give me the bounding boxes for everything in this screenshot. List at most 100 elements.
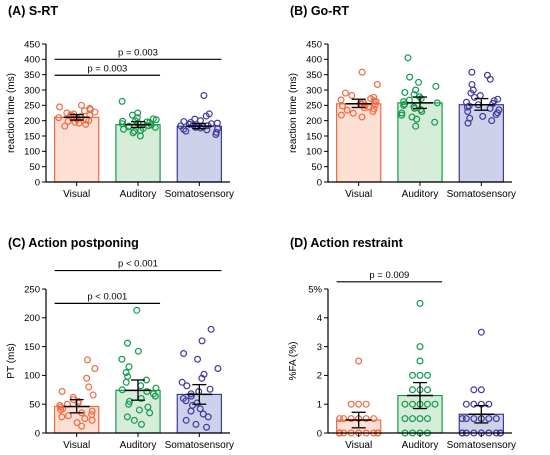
data-point-somatosensory xyxy=(494,95,502,103)
data-point-somatosensory xyxy=(462,400,470,408)
data-point-visual xyxy=(63,109,71,117)
y-tick-label: 100 xyxy=(306,147,322,158)
data-point-auditory xyxy=(424,371,432,379)
y-tick-label: 100 xyxy=(24,147,40,158)
x-tick-label-visual: Visual xyxy=(345,440,372,451)
y-tick-label: 150 xyxy=(24,342,40,353)
data-point-somatosensory xyxy=(198,337,206,345)
data-point-visual xyxy=(343,106,351,114)
data-point-auditory xyxy=(401,415,409,423)
significance-label: p < 0.001 xyxy=(87,291,127,302)
data-point-visual xyxy=(337,96,345,104)
data-point-auditory xyxy=(424,386,432,394)
data-point-somatosensory xyxy=(468,68,476,76)
data-point-auditory xyxy=(417,95,425,103)
data-point-auditory xyxy=(122,378,130,386)
data-point-auditory xyxy=(406,73,414,81)
data-point-auditory xyxy=(409,415,417,423)
data-point-auditory xyxy=(409,386,417,394)
data-point-auditory xyxy=(125,363,133,371)
data-point-auditory xyxy=(123,413,131,421)
data-point-somatosensory xyxy=(470,415,478,423)
data-point-somatosensory xyxy=(468,80,476,88)
data-point-somatosensory xyxy=(479,112,487,120)
data-point-visual xyxy=(61,122,69,130)
y-tick-label: 350 xyxy=(24,70,40,81)
data-point-somatosensory xyxy=(466,114,474,122)
y-axis-label: reaction time (ms) xyxy=(6,73,17,153)
bar-somatosensory xyxy=(458,104,505,183)
y-axis-label: PT (ms) xyxy=(6,343,17,378)
data-point-auditory xyxy=(404,54,412,62)
panel-title: (B) Go-RT xyxy=(290,4,349,18)
data-point-visual xyxy=(355,357,363,365)
y-axis-label: %FA (%) xyxy=(288,342,299,381)
data-point-visual xyxy=(58,388,66,396)
y-tick-label: 50 xyxy=(29,162,40,173)
panel-title: (C) Action postponing xyxy=(8,236,139,250)
data-point-visual xyxy=(371,101,379,109)
data-point-visual xyxy=(56,401,64,409)
data-point-auditory xyxy=(137,420,145,428)
panel-title: (A) S-RT xyxy=(8,4,58,18)
data-point-auditory xyxy=(134,347,142,355)
data-point-somatosensory xyxy=(204,413,212,421)
data-point-somatosensory xyxy=(485,400,493,408)
data-point-auditory xyxy=(129,129,137,137)
data-point-visual xyxy=(85,383,93,391)
data-point-somatosensory xyxy=(205,110,213,118)
data-point-visual xyxy=(355,400,363,408)
data-point-somatosensory xyxy=(196,117,204,125)
data-point-auditory xyxy=(118,120,126,128)
x-tick-label-visual: Visual xyxy=(345,189,372,200)
y-tick-label: 4 xyxy=(317,313,322,324)
data-point-auditory xyxy=(149,115,157,123)
data-point-somatosensory xyxy=(183,382,191,390)
data-point-auditory xyxy=(149,390,157,398)
data-point-somatosensory xyxy=(196,405,204,413)
data-point-auditory xyxy=(432,82,440,90)
significance-label: p < 0.001 xyxy=(118,259,158,270)
data-point-visual xyxy=(340,415,348,423)
data-point-visual xyxy=(370,415,378,423)
y-tick-label: 100 xyxy=(24,371,40,382)
data-point-somatosensory xyxy=(214,364,222,372)
x-tick-label-auditory: Auditory xyxy=(402,440,439,451)
data-point-visual xyxy=(370,93,378,101)
data-point-somatosensory xyxy=(187,119,195,127)
panel-1: (A) S-RT reaction time (ms) 0 50 100 150 200 25… xyxy=(6,4,234,200)
x-tick-label-somatosensory: Somatosensory xyxy=(165,189,234,200)
data-point-auditory xyxy=(126,397,134,405)
data-point-somatosensory xyxy=(470,386,478,394)
panel-3: (C) Action postponing PT (ms) 0 50 100 150 200… xyxy=(6,236,234,451)
y-tick-label: 3 xyxy=(317,342,322,353)
data-point-auditory xyxy=(431,400,439,408)
data-point-auditory xyxy=(416,343,424,351)
data-point-auditory xyxy=(416,371,424,379)
data-point-auditory xyxy=(130,416,138,424)
data-point-somatosensory xyxy=(180,118,188,126)
data-point-somatosensory xyxy=(463,103,471,111)
data-point-auditory xyxy=(433,99,441,107)
data-point-auditory xyxy=(409,371,417,379)
y-tick-label: 250 xyxy=(24,101,40,112)
data-point-somatosensory xyxy=(212,128,220,136)
data-point-somatosensory xyxy=(182,416,190,424)
data-point-auditory xyxy=(152,384,160,392)
data-point-somatosensory xyxy=(488,117,496,125)
y-tick-label: 0 xyxy=(317,428,322,439)
y-tick-label: 0 xyxy=(35,177,40,188)
data-point-somatosensory xyxy=(477,386,485,394)
y-tick-label: 200 xyxy=(306,116,322,127)
y-tick-label: 150 xyxy=(24,131,40,142)
data-point-visual xyxy=(73,419,81,427)
y-tick-label: 1 xyxy=(317,400,322,411)
data-point-visual xyxy=(56,103,64,111)
data-point-visual xyxy=(370,97,378,105)
y-tick-label: 2 xyxy=(317,371,322,382)
data-point-visual xyxy=(83,356,91,364)
y-tick-label: 200 xyxy=(24,116,40,127)
data-point-somatosensory xyxy=(194,355,202,363)
data-point-somatosensory xyxy=(485,415,493,423)
